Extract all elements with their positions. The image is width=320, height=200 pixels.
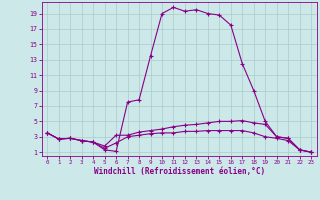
X-axis label: Windchill (Refroidissement éolien,°C): Windchill (Refroidissement éolien,°C) (94, 167, 265, 176)
